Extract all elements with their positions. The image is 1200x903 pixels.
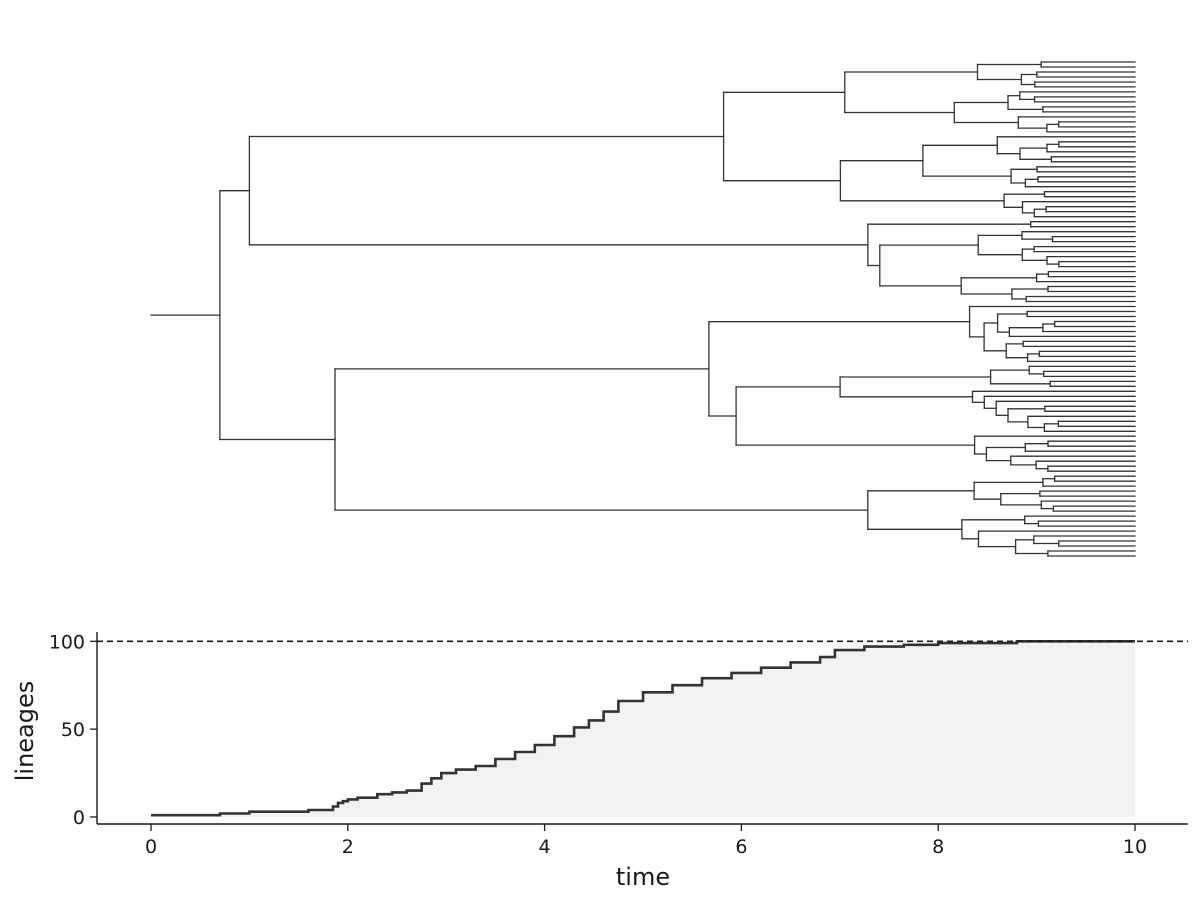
lineages-step-line <box>151 640 1135 817</box>
x-axis-ticks: 0 2 4 6 8 10 <box>145 824 1147 858</box>
x-tick-label: 6 <box>735 836 747 858</box>
phylogenetic-tree <box>150 61 1136 557</box>
x-tick-label: 0 <box>145 836 157 858</box>
y-tick-label: 100 <box>49 631 85 653</box>
y-axis-ticks: 0 50 100 <box>49 631 97 829</box>
x-tick-label: 8 <box>932 836 944 858</box>
lineages-through-time-plot: 0 2 4 6 8 10 0 50 100 time lineages <box>11 631 1188 891</box>
x-axis-label: time <box>616 863 670 891</box>
lineages-area-fill <box>151 641 1135 817</box>
y-tick-label: 0 <box>73 807 85 829</box>
y-axis-label: lineages <box>11 681 39 782</box>
x-tick-label: 10 <box>1123 836 1147 858</box>
x-tick-label: 4 <box>539 836 551 858</box>
x-tick-label: 2 <box>342 836 354 858</box>
y-tick-label: 50 <box>61 719 85 741</box>
